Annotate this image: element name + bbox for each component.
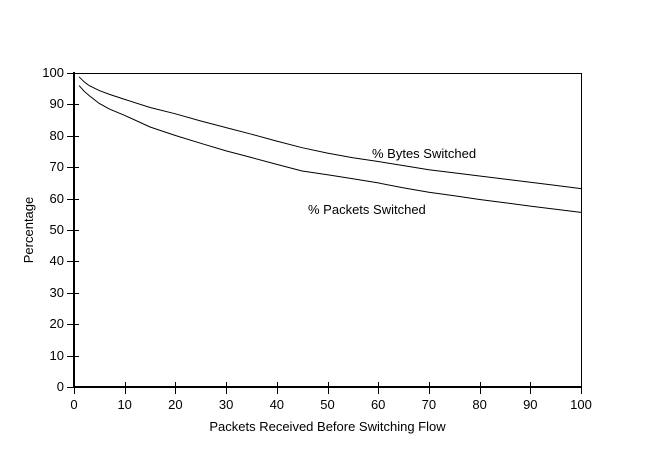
series-line-packets-switched bbox=[78, 85, 582, 213]
x-tick-label: 100 bbox=[570, 397, 592, 412]
y-tick-label: 60 bbox=[49, 190, 64, 206]
x-tick-label: 0 bbox=[70, 397, 78, 412]
x-tick-label: 90 bbox=[523, 397, 538, 412]
y-tick-label: 20 bbox=[49, 316, 64, 332]
y-tick-label: 50 bbox=[49, 222, 64, 237]
x-tick-label: 80 bbox=[472, 397, 487, 412]
y-tick-label: 70 bbox=[49, 159, 64, 175]
x-axis-title: Packets Received Before Switching Flow bbox=[209, 419, 446, 434]
x-tick-label: 60 bbox=[370, 397, 386, 412]
series-line-bytes-switched bbox=[78, 76, 582, 190]
y-tick-label: 40 bbox=[49, 253, 64, 269]
x-tick-label: 70 bbox=[421, 397, 437, 412]
y-tick-label: 80 bbox=[49, 127, 64, 143]
x-tick-label: 30 bbox=[218, 397, 234, 412]
y-tick-label: 30 bbox=[49, 284, 64, 300]
y-tick-label: 100 bbox=[42, 65, 64, 80]
series-label-packets-switched: % Packets Switched bbox=[308, 202, 426, 217]
y-tick-label: 0 bbox=[56, 379, 64, 394]
y-tick-label: 10 bbox=[49, 347, 64, 363]
x-tick-label: 10 bbox=[117, 397, 132, 412]
y-tick-label: 90 bbox=[49, 96, 64, 112]
x-tick-label: 50 bbox=[320, 397, 335, 412]
x-tick-label: 20 bbox=[168, 397, 183, 412]
x-tick-label: 40 bbox=[269, 397, 285, 412]
series-label-bytes-switched: % Bytes Switched bbox=[372, 146, 477, 161]
